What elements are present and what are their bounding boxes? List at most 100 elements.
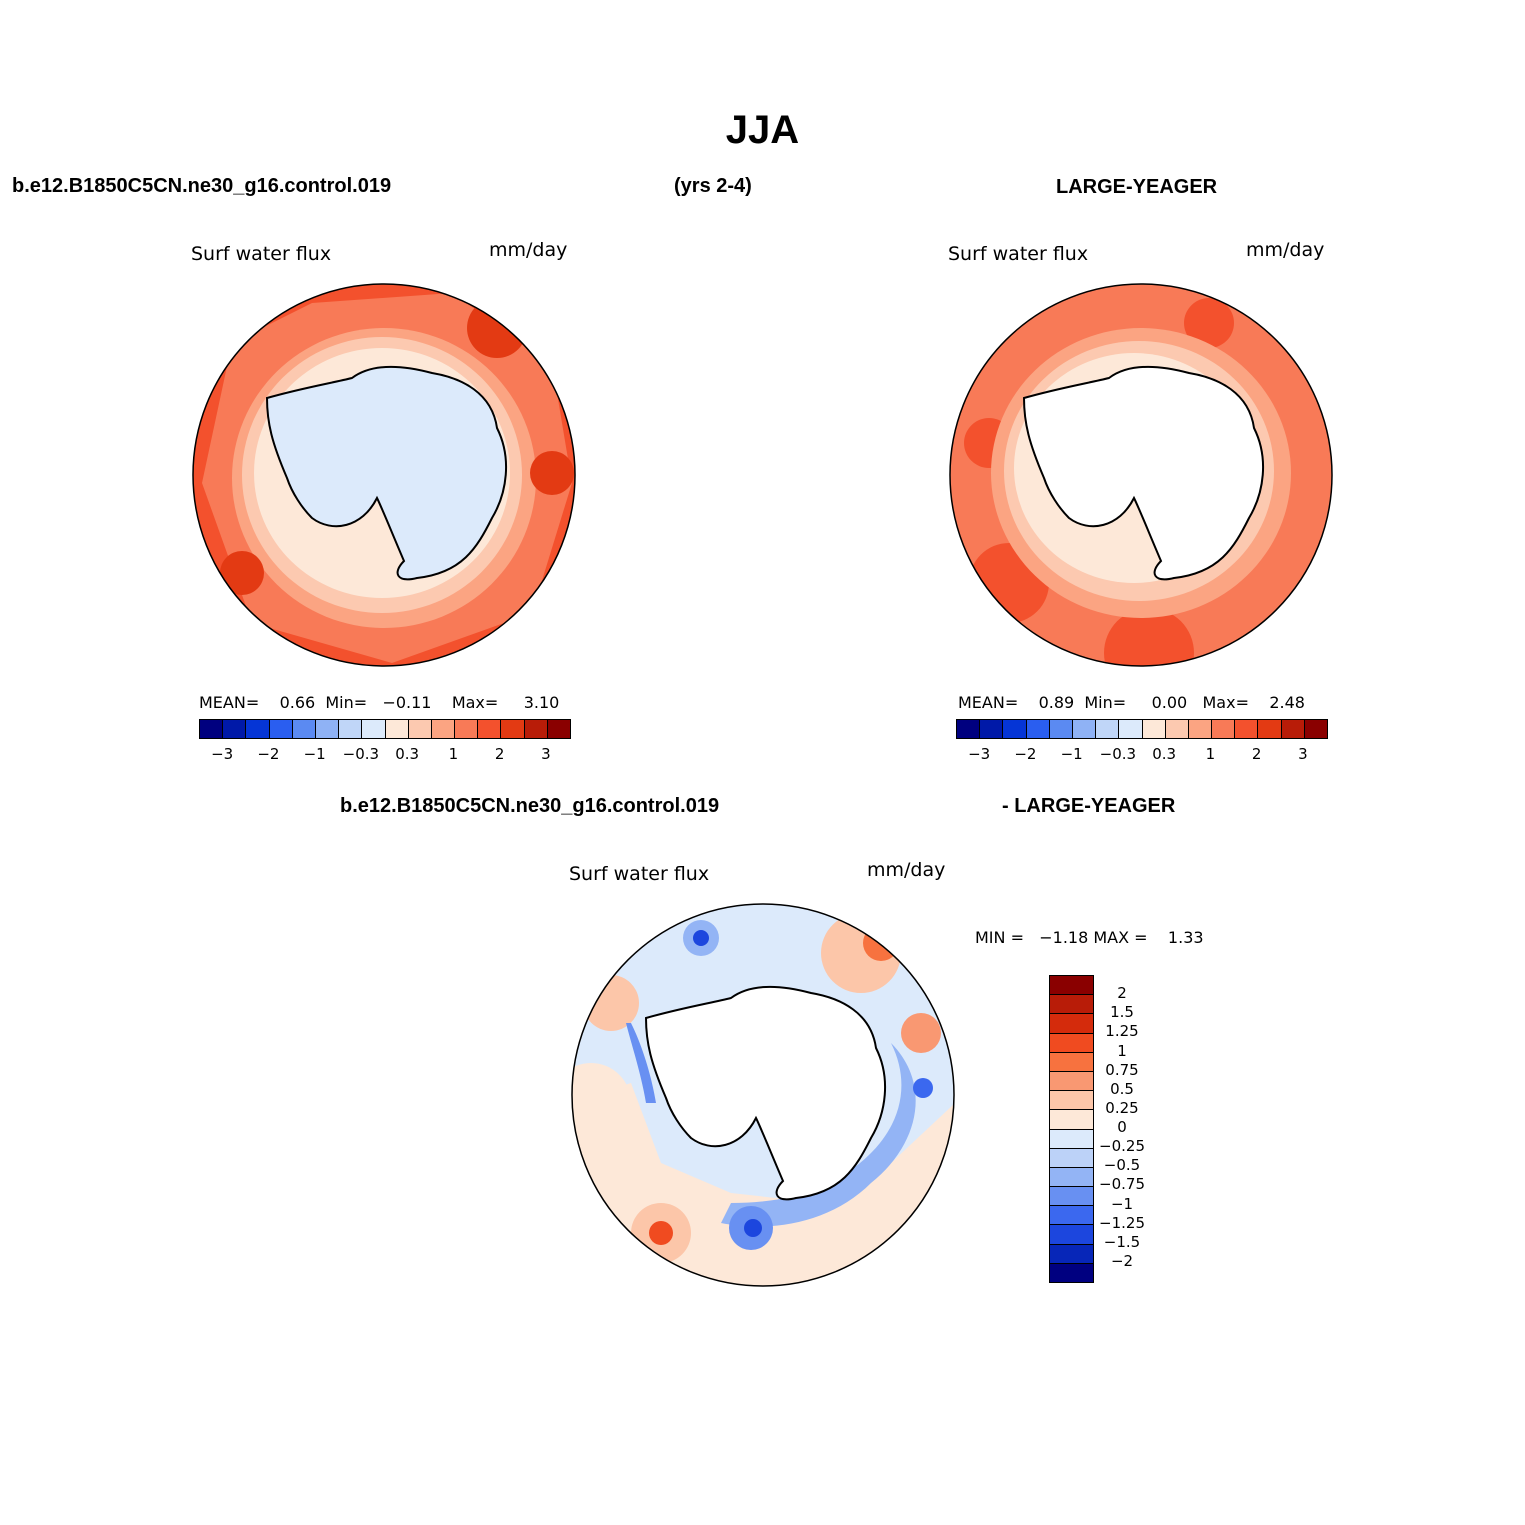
diff-obs-name: - LARGE-YEAGER — [1002, 795, 1176, 817]
colorbar-tick-label: −1 — [1110, 1194, 1134, 1213]
colorbar-tick-label: 1.25 — [1105, 1022, 1139, 1041]
panel3-variable: Surf water flux — [569, 863, 710, 885]
diff-case-name: b.e12.B1850C5CN.ne30_g16.control.019 — [340, 795, 720, 817]
colorbar-tick-label: 3 — [541, 745, 551, 763]
colorbar-tick-label: 1 — [1117, 1041, 1127, 1060]
colorbar-tick-label: −3 — [968, 745, 991, 763]
colorbar-swatch — [1072, 720, 1097, 738]
colorbar-tick-label: −0.75 — [1099, 1175, 1145, 1194]
colorbar-swatch — [1304, 720, 1327, 738]
colorbar-swatch — [1165, 720, 1189, 738]
colorbar-swatch — [223, 720, 247, 738]
colorbar-swatch — [1050, 976, 1093, 996]
colorbar-swatch — [246, 720, 270, 738]
colorbar-tick-label: 0.25 — [1105, 1098, 1139, 1117]
page-title: JJA — [725, 108, 800, 152]
colorbar-tick-label: 1.5 — [1110, 1003, 1134, 1022]
case-name: b.e12.B1850C5CN.ne30_g16.control.019 — [12, 175, 392, 197]
colorbar-tick-label: −1.5 — [1103, 1232, 1141, 1251]
colorbar-swatch — [524, 720, 548, 738]
panel1-variable: Surf water flux — [191, 243, 332, 265]
colorbar-swatch — [1050, 1263, 1093, 1282]
colorbar-tick-label: −0.5 — [1103, 1156, 1141, 1175]
colorbar-swatch — [339, 720, 363, 738]
panel2-stats: MEAN= 0.89 Min= 0.00 Max= 2.48 — [958, 693, 1305, 712]
colorbar-swatch — [1281, 720, 1305, 738]
panel1-colorbar — [199, 719, 571, 739]
panel3-units: mm/day — [867, 859, 946, 881]
model-polar-map — [192, 283, 576, 667]
colorbar-swatch — [315, 720, 340, 738]
panel2-variable: Surf water flux — [948, 243, 1089, 265]
colorbar-swatch — [980, 720, 1004, 738]
colorbar-swatch — [362, 720, 386, 738]
colorbar-tick-label: 0.75 — [1105, 1060, 1139, 1079]
colorbar-swatch — [1050, 1148, 1093, 1168]
colorbar-swatch — [957, 720, 981, 738]
colorbar-swatch — [1050, 995, 1093, 1015]
obs-polar-map — [949, 283, 1333, 667]
colorbar-tick-label: 0.3 — [1152, 745, 1177, 763]
colorbar-tick-label: −0.3 — [1099, 745, 1137, 763]
colorbar-tick-label: −1.25 — [1099, 1213, 1145, 1232]
colorbar-swatch — [1050, 1167, 1093, 1188]
colorbar-tick-label: −2 — [1014, 745, 1037, 763]
colorbar-swatch — [1050, 1129, 1093, 1149]
colorbar-swatch — [1050, 1052, 1093, 1072]
colorbar-swatch — [1050, 1033, 1093, 1053]
colorbar-tick-label: −0.3 — [342, 745, 380, 763]
colorbar-swatch — [269, 720, 293, 738]
colorbar-swatch — [455, 720, 479, 738]
panel1-units: mm/day — [489, 239, 568, 261]
colorbar-tick-label: 0.3 — [395, 745, 420, 763]
colorbar-swatch — [292, 720, 316, 738]
colorbar-swatch — [547, 720, 570, 738]
colorbar-swatch — [1003, 720, 1027, 738]
colorbar-swatch — [501, 720, 525, 738]
colorbar-swatch — [1049, 720, 1073, 738]
colorbar-swatch — [1050, 1187, 1093, 1207]
colorbar-swatch — [385, 720, 409, 738]
diff-colorbar — [1049, 975, 1094, 1283]
colorbar-swatch — [200, 720, 224, 738]
colorbar-tick-label: −1 — [1060, 745, 1083, 763]
colorbar-swatch — [1119, 720, 1143, 738]
colorbar-swatch — [1188, 720, 1213, 738]
diff-stats: MIN = −1.18 MAX = 1.33 — [975, 928, 1204, 947]
years-label: (yrs 2-4) — [674, 175, 752, 197]
panel2-units: mm/day — [1246, 239, 1325, 261]
colorbar-swatch — [1050, 1014, 1093, 1034]
obs-name: LARGE-YEAGER — [1056, 176, 1218, 198]
colorbar-tick-label: 2 — [1251, 745, 1262, 763]
colorbar-swatch — [1050, 1225, 1093, 1245]
colorbar-tick-label: 1 — [1205, 745, 1216, 763]
colorbar-swatch — [408, 720, 432, 738]
colorbar-swatch — [1212, 720, 1236, 738]
colorbar-tick-label: −1 — [303, 745, 326, 763]
colorbar-tick-label: 0 — [1117, 1118, 1127, 1136]
colorbar-swatch — [1050, 1091, 1093, 1111]
diff-polar-map — [571, 903, 955, 1287]
colorbar-swatch — [1026, 720, 1050, 738]
colorbar-tick-label: 2 — [494, 745, 505, 763]
colorbar-swatch — [1258, 720, 1282, 738]
colorbar-tick-label: −2 — [1110, 1251, 1134, 1270]
colorbar-swatch — [1050, 1110, 1093, 1130]
colorbar-tick-label: −3 — [211, 745, 234, 763]
colorbar-tick-label: 1 — [448, 745, 459, 763]
colorbar-tick-label: −0.25 — [1099, 1137, 1145, 1156]
colorbar-tick-label: −2 — [257, 745, 280, 763]
panel2-colorbar — [956, 719, 1328, 739]
colorbar-swatch — [1235, 720, 1259, 738]
colorbar-swatch — [1096, 720, 1120, 738]
colorbar-swatch — [478, 720, 502, 738]
colorbar-tick-label: 0.5 — [1110, 1079, 1134, 1098]
colorbar-tick-label: 2 — [1117, 984, 1127, 1003]
colorbar-swatch — [1050, 1244, 1093, 1264]
colorbar-swatch — [1050, 1071, 1093, 1092]
panel1-stats: MEAN= 0.66 Min= −0.11 Max= 3.10 — [199, 693, 560, 712]
colorbar-swatch — [1050, 1206, 1093, 1226]
colorbar-tick-label: 3 — [1298, 745, 1308, 763]
colorbar-swatch — [431, 720, 456, 738]
colorbar-swatch — [1142, 720, 1166, 738]
